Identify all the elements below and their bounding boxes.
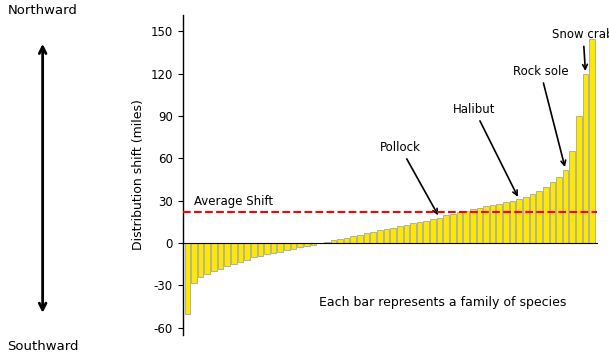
Bar xyxy=(297,243,303,248)
Bar xyxy=(450,214,456,243)
Bar xyxy=(238,243,243,261)
Bar xyxy=(569,151,575,243)
Text: Northward: Northward xyxy=(8,4,77,17)
Bar xyxy=(377,230,382,243)
Bar xyxy=(470,209,476,243)
Bar xyxy=(437,218,442,243)
Bar xyxy=(284,243,290,250)
Bar xyxy=(278,243,283,252)
Bar xyxy=(311,243,316,245)
Bar xyxy=(483,206,489,243)
Text: Southward: Southward xyxy=(7,340,79,353)
Bar xyxy=(390,228,396,243)
Text: Pollock: Pollock xyxy=(380,141,437,214)
Bar xyxy=(364,233,369,243)
Bar xyxy=(304,243,309,246)
Text: Snow crab: Snow crab xyxy=(552,28,609,69)
Bar xyxy=(556,177,562,243)
Bar xyxy=(324,242,329,243)
Bar xyxy=(537,191,542,243)
Text: Each bar represents a family of species: Each bar represents a family of species xyxy=(319,296,566,309)
Bar xyxy=(205,243,210,274)
Bar xyxy=(370,232,376,243)
Text: Halibut: Halibut xyxy=(453,103,517,195)
Bar xyxy=(516,199,522,243)
Text: Average Shift: Average Shift xyxy=(194,195,273,208)
Bar xyxy=(423,221,429,243)
Bar xyxy=(211,243,217,272)
Y-axis label: Distribution shift (miles): Distribution shift (miles) xyxy=(132,99,145,250)
Bar xyxy=(530,194,535,243)
Bar xyxy=(490,205,496,243)
Bar xyxy=(264,243,270,254)
Bar xyxy=(410,223,416,243)
Text: Rock sole: Rock sole xyxy=(513,64,568,165)
Bar xyxy=(590,39,595,243)
Bar xyxy=(344,238,350,243)
Bar xyxy=(510,201,515,243)
Bar xyxy=(443,215,449,243)
Bar xyxy=(417,222,423,243)
Bar xyxy=(350,236,356,243)
Bar xyxy=(503,202,509,243)
Bar xyxy=(198,243,203,277)
Bar xyxy=(430,219,435,243)
Bar xyxy=(404,225,409,243)
Bar xyxy=(397,226,403,243)
Bar xyxy=(523,197,529,243)
Bar xyxy=(337,239,343,243)
Bar xyxy=(576,116,582,243)
Bar xyxy=(331,240,336,243)
Bar xyxy=(543,187,549,243)
Bar xyxy=(217,243,224,269)
Bar xyxy=(191,243,197,283)
Bar xyxy=(290,243,297,249)
Bar xyxy=(563,170,568,243)
Bar xyxy=(496,203,502,243)
Bar xyxy=(549,182,555,243)
Bar xyxy=(258,243,263,256)
Bar xyxy=(224,243,230,266)
Bar xyxy=(583,74,588,243)
Bar xyxy=(185,243,190,314)
Bar xyxy=(251,243,256,257)
Bar xyxy=(244,243,250,260)
Bar xyxy=(231,243,237,264)
Bar xyxy=(476,208,482,243)
Bar xyxy=(457,212,462,243)
Bar xyxy=(463,211,469,243)
Bar xyxy=(357,235,363,243)
Bar xyxy=(384,229,389,243)
Bar xyxy=(271,243,276,253)
